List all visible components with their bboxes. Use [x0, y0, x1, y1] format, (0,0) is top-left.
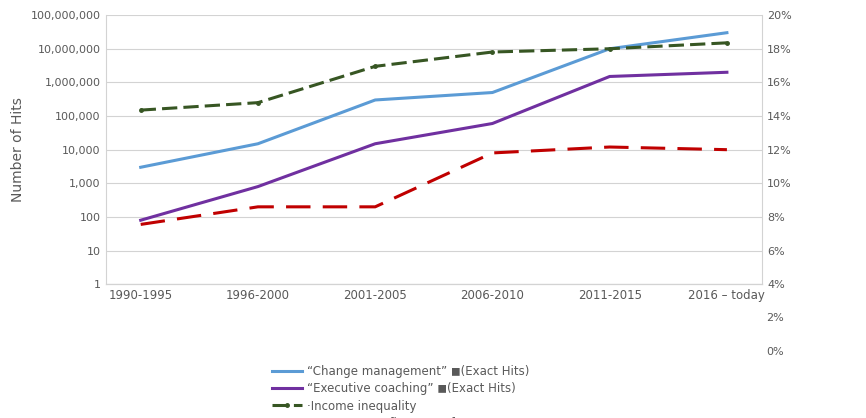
Text: 2%: 2%	[766, 313, 784, 323]
Legend: “Change management” ◼(Exact Hits), “Executive coaching” ◼(Exact Hits), ·Income i: “Change management” ◼(Exact Hits), “Exec…	[268, 361, 534, 418]
Y-axis label: Number of Hits: Number of Hits	[11, 97, 25, 202]
Text: 0%: 0%	[766, 347, 784, 357]
